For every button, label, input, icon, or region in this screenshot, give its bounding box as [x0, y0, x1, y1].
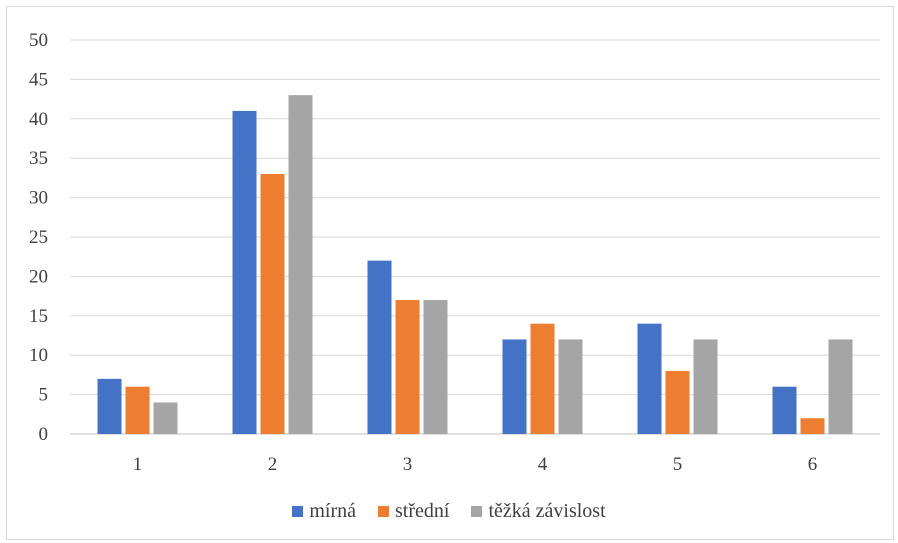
bar-series-1-cat-1 — [125, 386, 150, 434]
bar-series-1-cat-4 — [530, 323, 555, 434]
x-tick-label: 4 — [538, 454, 548, 475]
legend-swatch-series-2 — [471, 506, 483, 517]
bar-series-1-cat-2 — [260, 173, 285, 434]
bar-series-1-cat-6 — [800, 418, 825, 434]
x-tick-label: 6 — [808, 454, 818, 475]
x-tick-label: 2 — [268, 454, 278, 475]
y-tick-label: 5 — [39, 385, 49, 406]
y-tick-label: 45 — [29, 69, 48, 90]
y-tick-label: 20 — [29, 266, 48, 287]
x-tick-label: 5 — [673, 454, 683, 475]
y-tick-label: 40 — [29, 109, 48, 130]
y-tick-label: 30 — [29, 188, 48, 209]
legend-swatch-series-1 — [378, 506, 390, 517]
bar-series-0-cat-6 — [772, 386, 797, 434]
bar-series-1-cat-5 — [665, 370, 690, 434]
x-tick-label: 1 — [133, 454, 143, 475]
bar-series-0-cat-2 — [232, 110, 257, 435]
bar-series-0-cat-3 — [367, 260, 392, 434]
bar-series-2-cat-6 — [828, 339, 853, 434]
legend-item-series-2: těžká závislost — [471, 500, 606, 523]
x-tick-label: 3 — [403, 454, 413, 475]
bar-series-2-cat-4 — [558, 339, 583, 434]
y-tick-label: 10 — [29, 345, 48, 366]
legend-item-series-1: střední — [378, 500, 449, 523]
bar-series-0-cat-1 — [97, 378, 122, 434]
chart-legend: mírná střední těžká závislost — [0, 500, 898, 523]
y-tick-label: 25 — [29, 227, 48, 248]
bar-series-0-cat-4 — [502, 339, 527, 434]
y-tick-label: 35 — [29, 148, 48, 169]
y-tick-label: 15 — [29, 306, 48, 327]
legend-label-series-2: těžká závislost — [488, 500, 606, 522]
bar-series-2-cat-3 — [423, 300, 448, 434]
y-tick-label: 0 — [39, 424, 49, 445]
bar-series-0-cat-5 — [637, 323, 662, 434]
bar-series-2-cat-5 — [693, 339, 718, 434]
legend-label-series-0: mírná — [309, 500, 357, 522]
chart-frame — [6, 6, 894, 540]
bar-series-2-cat-1 — [153, 402, 178, 434]
bar-series-2-cat-2 — [288, 95, 313, 434]
legend-swatch-series-0 — [292, 506, 304, 517]
bar-series-1-cat-3 — [395, 300, 420, 434]
legend-item-series-0: mírná — [292, 500, 356, 523]
legend-label-series-1: střední — [395, 500, 450, 522]
y-tick-label: 50 — [29, 30, 48, 51]
